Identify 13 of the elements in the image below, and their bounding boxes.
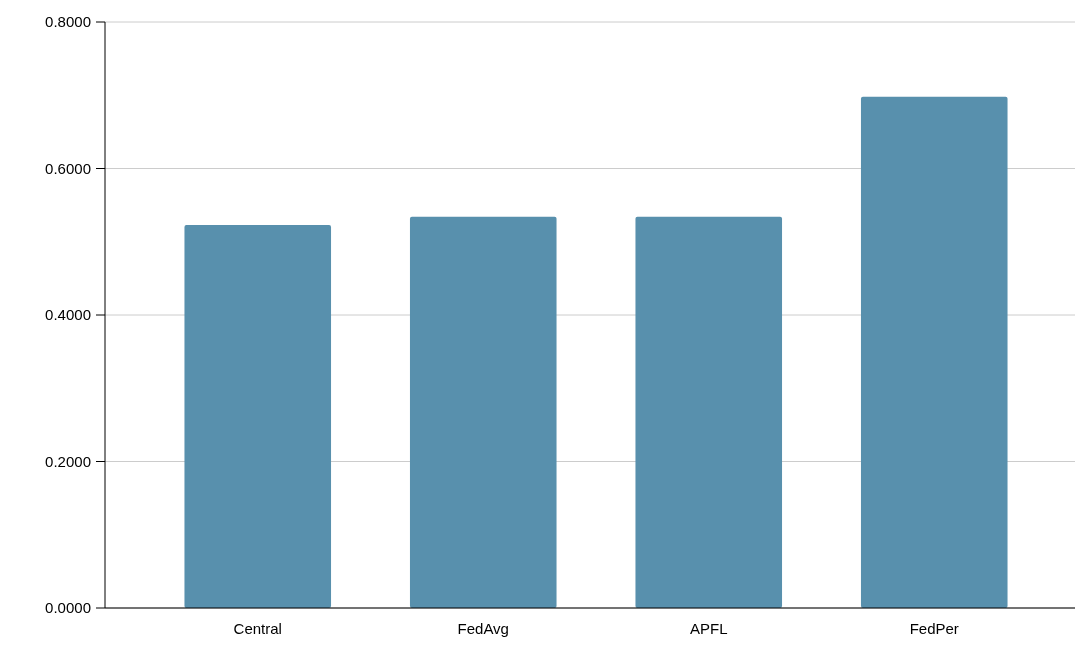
bar <box>184 224 332 608</box>
y-tick-label: 0.2000 <box>45 452 91 470</box>
y-tick-label: 0.4000 <box>45 306 91 324</box>
bar <box>635 216 783 608</box>
bar <box>409 216 557 608</box>
y-tick-label: 0.0000 <box>45 599 91 617</box>
x-tick-label: FedPer <box>909 620 959 637</box>
y-tick-label: 0.6000 <box>45 159 91 177</box>
x-tick-label: FedAvg <box>457 620 509 637</box>
x-tick-label: Central <box>233 620 282 637</box>
x-tick-label: APFL <box>689 620 728 637</box>
y-tick-label: 0.8000 <box>45 13 91 31</box>
bar <box>860 96 1008 608</box>
